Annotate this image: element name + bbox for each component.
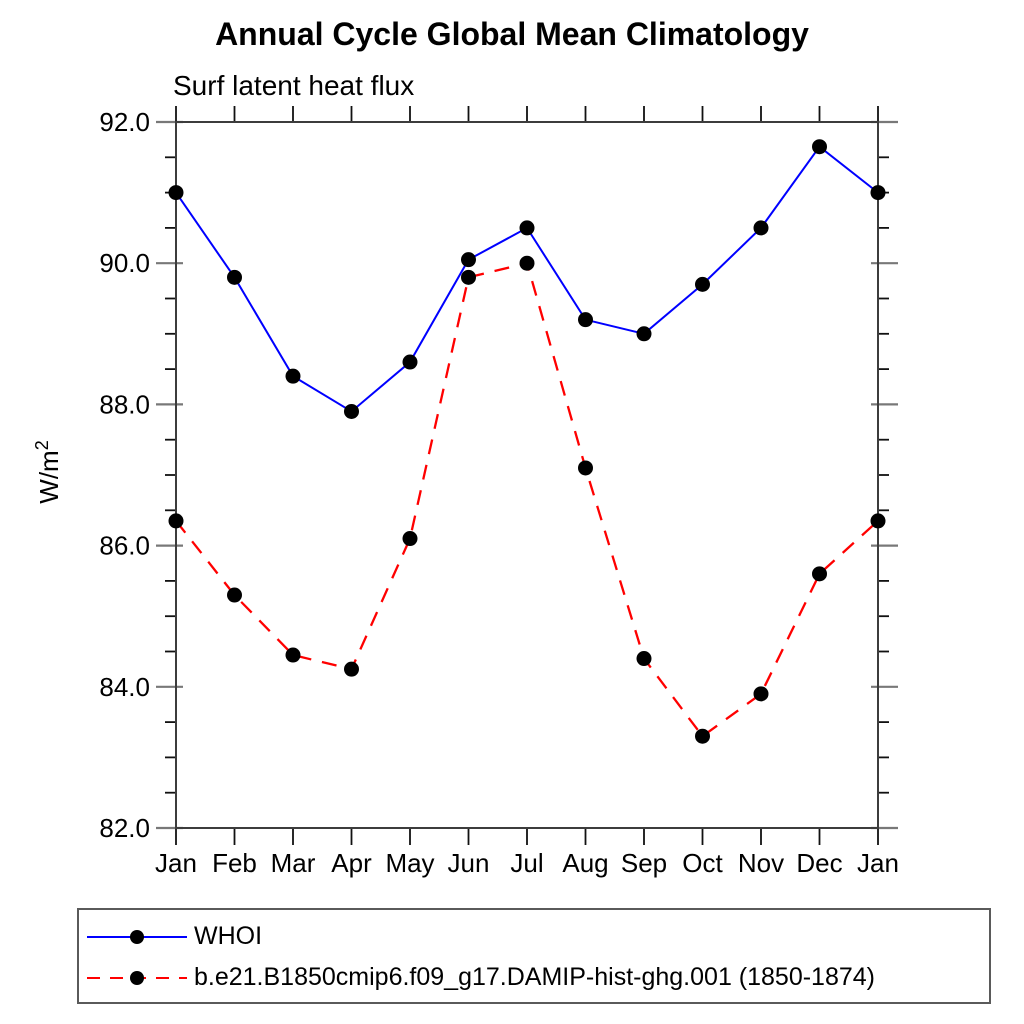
data-point-model-dec-11 — [812, 566, 827, 582]
data-point-model-jul-6 — [519, 255, 535, 271]
data-point-whoi-jan-0 — [168, 185, 184, 201]
y-tick-label: 84.0 — [99, 672, 150, 702]
data-point-whoi-mar-2 — [285, 368, 301, 384]
x-tick-label: May — [385, 848, 434, 878]
data-point-model-feb-1 — [227, 587, 242, 603]
data-point-model-may-4 — [402, 531, 418, 547]
x-tick-label: Oct — [682, 848, 723, 878]
data-point-whoi-apr-3 — [344, 403, 359, 419]
legend-item-whoi: WHOI — [83, 916, 989, 957]
legend-item-model: b.e21.B1850cmip6.f09_g17.DAMIP-hist-ghg.… — [83, 957, 989, 998]
x-tick-label: Mar — [271, 848, 316, 878]
legend-sample-solid-line — [87, 929, 187, 944]
data-point-whoi-jul-6 — [519, 220, 535, 236]
data-point-whoi-sep-8 — [636, 326, 652, 342]
x-tick-label: Apr — [331, 848, 372, 878]
x-tick-label: Jan — [155, 848, 197, 878]
chart-subtitle: Surf latent heat flux — [173, 70, 415, 101]
y-tick-label: 82.0 — [99, 813, 150, 843]
data-point-model-jan-12 — [870, 513, 886, 529]
data-point-model-aug-7 — [578, 460, 593, 476]
x-tick-label: Feb — [212, 848, 257, 878]
legend-label-whoi: WHOI — [194, 922, 263, 950]
x-tick-label: Jun — [448, 848, 490, 878]
data-point-whoi-oct-9 — [695, 276, 710, 292]
data-point-whoi-jan-12 — [870, 185, 886, 201]
data-point-whoi-dec-11 — [812, 139, 827, 155]
y-tick-label: 86.0 — [99, 531, 150, 561]
x-tick-label: Dec — [796, 848, 842, 878]
legend: WHOI b.e21.B1850cmip6.f09_g17.DAMIP-hist… — [77, 908, 991, 1004]
y-axis-label: W/m2 — [32, 440, 64, 503]
x-tick-label: Jan — [857, 848, 899, 878]
legend-marker-icon — [130, 970, 144, 985]
x-tick-label: Jul — [510, 848, 543, 878]
data-point-whoi-may-4 — [402, 354, 418, 370]
data-point-whoi-feb-1 — [227, 269, 242, 285]
legend-marker-icon — [130, 929, 144, 944]
data-point-model-jan-0 — [168, 513, 184, 529]
legend-label-model: b.e21.B1850cmip6.f09_g17.DAMIP-hist-ghg.… — [194, 963, 875, 991]
x-tick-label: Aug — [562, 848, 608, 878]
data-point-model-oct-9 — [695, 728, 710, 744]
x-tick-label: Nov — [738, 848, 784, 878]
y-tick-label: 92.0 — [99, 107, 150, 137]
data-point-model-apr-3 — [344, 661, 359, 677]
data-point-whoi-nov-10 — [753, 220, 769, 236]
y-tick-label: 90.0 — [99, 248, 150, 278]
data-point-model-sep-8 — [636, 651, 652, 667]
legend-sample-dashed-line — [87, 970, 187, 985]
data-point-whoi-jun-5 — [461, 252, 476, 268]
data-point-model-mar-2 — [285, 647, 301, 663]
chart-title: Annual Cycle Global Mean Climatology — [215, 16, 809, 52]
data-point-model-nov-10 — [753, 686, 769, 702]
y-tick-label: 88.0 — [99, 389, 150, 419]
series-line-whoi — [175, 145, 879, 413]
x-tick-label: Sep — [621, 848, 667, 878]
data-point-whoi-aug-7 — [578, 312, 593, 328]
data-point-model-jun-5 — [461, 269, 476, 285]
series-line-model — [175, 261, 879, 738]
plot-frame — [175, 121, 879, 829]
